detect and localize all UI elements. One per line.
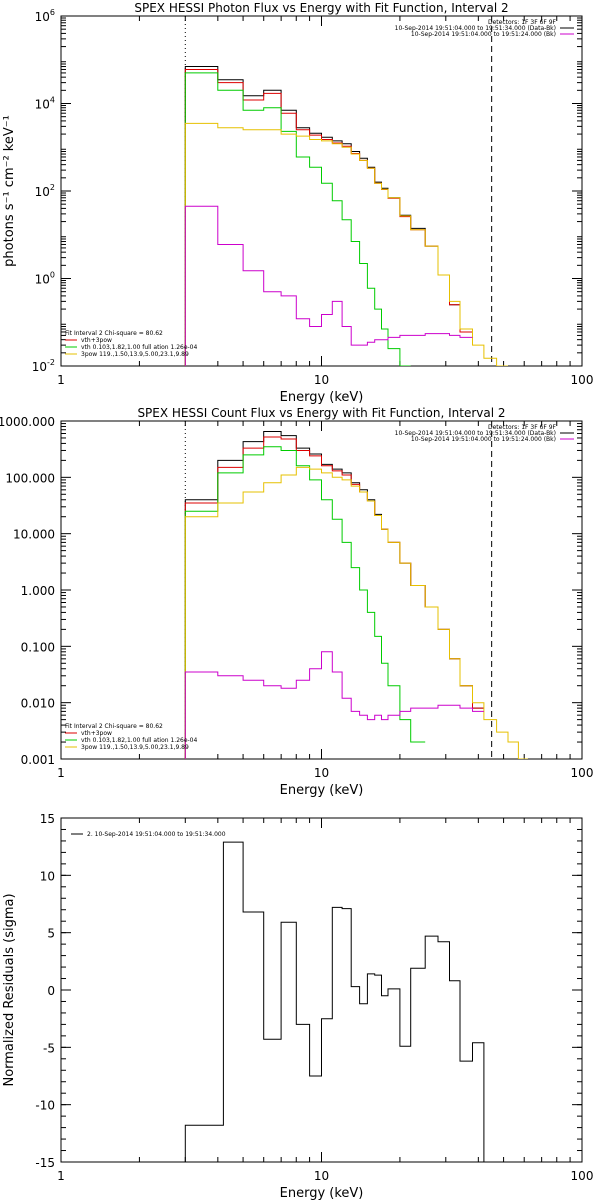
series-line-1: [184, 431, 484, 759]
series-line-5: [184, 651, 484, 759]
y-tick-label: 10-2: [32, 358, 55, 374]
legend-bottom-left-text: Fit Interval 2 Chi-square = 80.62: [65, 723, 163, 730]
y-tick-label: 0.010: [21, 697, 55, 711]
legend-top-right-text: 10-Sep-2014 19:51:04.000 to 19:51:24.000…: [411, 436, 556, 443]
chart-title: SPEX HESSI Count Flux vs Energy with Fit…: [137, 406, 505, 420]
series-line-3: [184, 72, 411, 366]
x-tick-label: 10: [314, 1169, 329, 1183]
legend-top-right-text: 10-Sep-2014 19:51:04.000 to 19:51:24.000…: [411, 31, 556, 38]
y-tick-label: -15: [35, 1156, 55, 1170]
y-tick-label: 10: [40, 869, 55, 883]
y-tick-label: 102: [35, 183, 55, 199]
y-axis-label: Normalized Residuals (sigma): [2, 893, 17, 1086]
y-tick-label: 15: [40, 812, 55, 826]
legend-top-right-text: 10-Sep-2014 19:51:04.000 to 19:51:34.000…: [395, 430, 556, 437]
y-tick-label: 5: [47, 927, 55, 941]
y-tick-label: 0.001: [21, 753, 55, 767]
series-line-5: [184, 205, 473, 366]
x-tick-label: 100: [571, 1169, 594, 1183]
series-line-3: [184, 446, 426, 759]
x-axis-label: Energy (keV): [280, 1186, 364, 1200]
legend-bottom-left-text: vth 0.103,1.82,1.00 full ation 1.26e-04: [81, 344, 197, 351]
series-line-1: [184, 66, 473, 366]
y-tick-label: 1000.000: [0, 415, 55, 429]
plot-frame: [60, 15, 583, 367]
x-tick-label: 1: [57, 766, 65, 780]
y-tick-label: 100: [35, 271, 55, 287]
x-tick-label: 10: [314, 373, 329, 387]
chart-panel-3: 1 10 100 Energy (keV) -15 -10 -5 0 5 10 15 Normaliz…: [2, 812, 594, 1201]
legend-bottom-left-text: 3pow 119.,1.50,13.9,5.00,23.1,9.89: [81, 351, 189, 358]
y-axis-label: photons s⁻¹ cm⁻² keV⁻¹: [2, 115, 17, 267]
y-tick-label: 10.000: [13, 528, 55, 542]
x-tick-label: 10: [314, 766, 329, 780]
series-line-1: [184, 841, 492, 1162]
series-line-2: [184, 69, 473, 366]
y-tick-label: -10: [35, 1099, 55, 1113]
legend-bottom-left-text: 3pow 119.,1.50,13.9,5.00,23.1,9.89: [81, 744, 189, 751]
x-tick-label: 100: [571, 766, 594, 780]
legend-bottom-left-text: Fit Interval 2 Chi-square = 80.62: [65, 330, 163, 337]
x-tick-label: 1: [57, 1169, 65, 1183]
x-tick-label: 100: [571, 373, 594, 387]
series-line-4: [184, 122, 508, 366]
chart-panel-2: 1 10 100 Energy (keV) 0.001 0.010 0.100 1.000 10…: [0, 406, 593, 798]
y-tick-label: 0: [47, 984, 55, 998]
y-tick-label: 106: [35, 8, 55, 24]
x-axis-label: Energy (keV): [280, 783, 364, 798]
y-tick-label: 104: [35, 96, 55, 112]
y-tick-label: 1.000: [21, 584, 55, 598]
legend-top-right-text: Detectors: 1F 3F 6F 9F: [488, 19, 557, 26]
series-line-4: [184, 466, 528, 759]
legend-bottom-left-text: vth+3pow: [81, 337, 112, 344]
plot-frame: [60, 817, 583, 1163]
legend-top-right-text: Detectors: 1F 3F 6F 9F: [488, 424, 557, 431]
chart-title: SPEX HESSI Photon Flux vs Energy with Fi…: [134, 1, 508, 15]
chart-panel-1: 1 10 100 Energy (keV) 10-2 100 102 104 106 photon…: [2, 1, 593, 405]
y-tick-label: 0.100: [21, 640, 55, 654]
series-line-2: [184, 436, 484, 759]
legend-top-left-text: 2. 10-Sep-2014 19:51:04.000 to 19:51:34.…: [87, 831, 226, 838]
legend-top-right-text: 10-Sep-2014 19:51:04.000 to 19:51:34.000…: [395, 25, 556, 32]
y-tick-label: -5: [43, 1041, 55, 1055]
legend-bottom-left-text: vth+3pow: [81, 730, 112, 737]
x-axis-label: Energy (keV): [280, 390, 364, 405]
legend-bottom-left-text: vth 0.103,1.82,1.00 full ation 1.26e-04: [81, 737, 197, 744]
y-tick-label: 100.000: [5, 471, 55, 485]
x-tick-label: 1: [57, 373, 65, 387]
